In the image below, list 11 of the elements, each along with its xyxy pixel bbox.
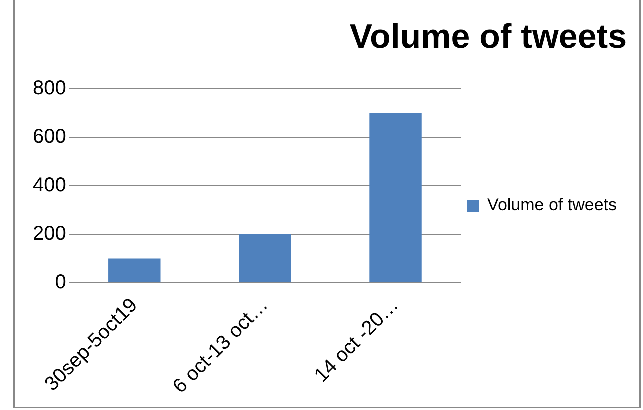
x-tick-label: 14 oct -20… <box>310 294 404 387</box>
chart-title: Volume of tweets <box>350 18 627 56</box>
y-tick-label: 200 <box>32 222 66 245</box>
bar <box>370 113 422 282</box>
y-tick-label: 800 <box>32 77 66 100</box>
y-tick-label: 0 <box>55 272 66 294</box>
bar <box>108 258 161 282</box>
y-tick-label: 400 <box>32 174 66 196</box>
y-tick-label: 600 <box>32 126 66 148</box>
legend-label: Volume of tweets <box>488 196 618 215</box>
bar <box>239 234 292 282</box>
